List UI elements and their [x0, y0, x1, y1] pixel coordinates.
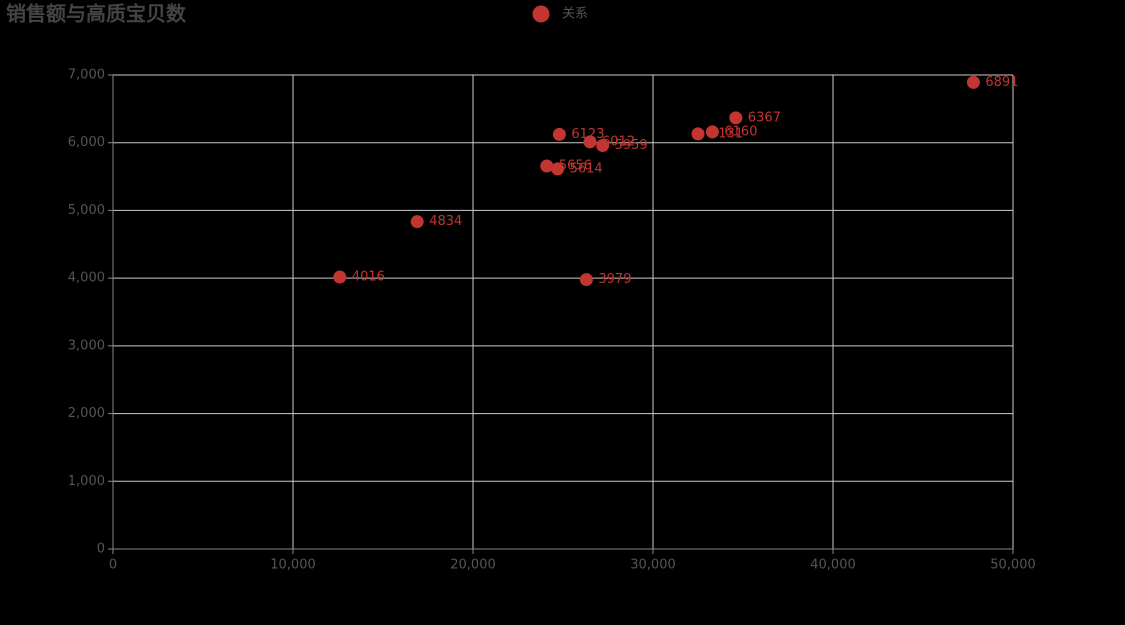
- scatter-point: [552, 127, 566, 141]
- y-tick-label: 6,000: [68, 135, 105, 150]
- data-label: 5959: [615, 138, 648, 153]
- scatter-point: [596, 138, 610, 152]
- y-tick-label: 5,000: [68, 203, 105, 218]
- scatter-point: [705, 125, 719, 139]
- scatter-point: [691, 127, 705, 141]
- y-tick-label: 1,000: [68, 474, 105, 489]
- x-tick-label: 40,000: [810, 558, 856, 573]
- data-label: 4834: [429, 214, 462, 229]
- y-tick-label: 2,000: [68, 406, 105, 421]
- data-label: 6891: [985, 75, 1018, 90]
- data-label: 5614: [570, 161, 603, 176]
- x-tick-label: 0: [109, 558, 117, 573]
- data-label: 4016: [352, 270, 385, 285]
- scatter-point: [410, 215, 424, 229]
- y-tick-label: 0: [97, 542, 105, 557]
- scatter-point: [583, 135, 597, 149]
- x-tick-label: 10,000: [270, 558, 316, 573]
- data-label: 5656: [559, 159, 592, 174]
- data-label: 6012: [602, 134, 635, 149]
- legend-label: 关系: [562, 7, 588, 22]
- chart-title: 销售额与高质宝贝数: [6, 2, 187, 26]
- data-label: 3979: [598, 272, 631, 287]
- data-label: 6123: [571, 127, 604, 142]
- y-tick-label: 3,000: [68, 338, 105, 353]
- scatter-point: [579, 273, 593, 287]
- y-tick-label: 4,000: [68, 271, 105, 286]
- scatter-point: [729, 111, 743, 125]
- x-tick-label: 50,000: [990, 558, 1036, 573]
- x-tick-label: 20,000: [450, 558, 496, 573]
- data-label: 6131: [710, 126, 743, 141]
- data-label: 6367: [748, 110, 781, 125]
- scatter-point: [540, 159, 554, 173]
- scatter-point: [333, 270, 347, 284]
- y-tick-label: 7,000: [68, 68, 105, 83]
- scatter-point: [551, 162, 565, 176]
- x-tick-label: 30,000: [630, 558, 676, 573]
- legend-marker: [532, 5, 550, 23]
- scatter-point: [966, 75, 980, 89]
- data-label: 6160: [724, 124, 757, 139]
